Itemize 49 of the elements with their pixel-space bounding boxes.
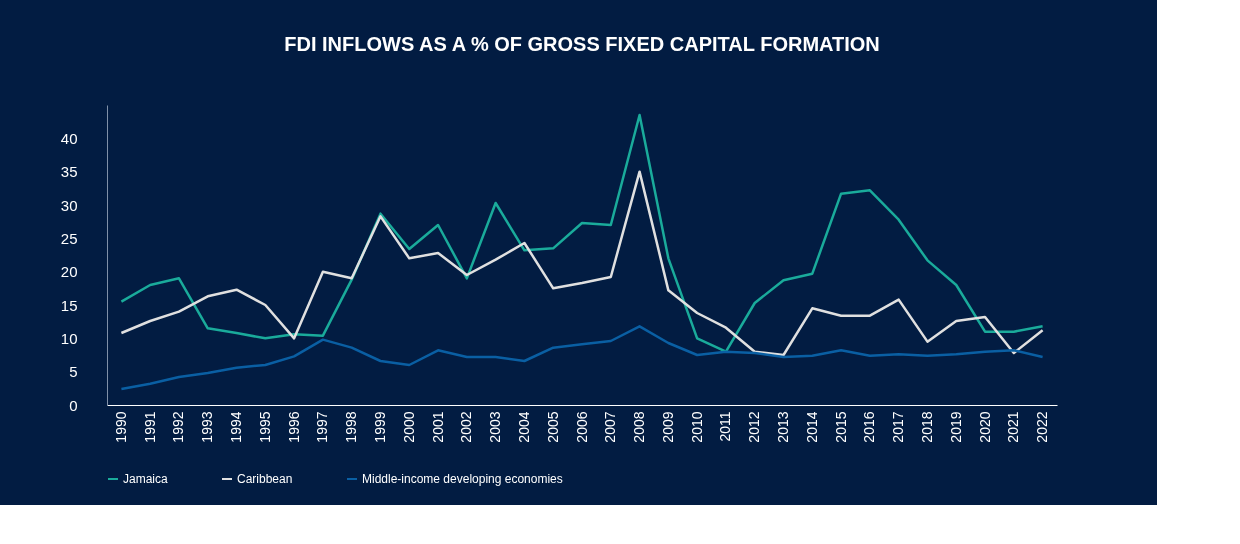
line-series	[120, 170, 1044, 357]
x-tick-label: 2003	[487, 411, 504, 443]
x-tick-label: 2013	[775, 411, 792, 443]
x-tick-label: 2001	[429, 411, 446, 443]
x-tick-label: 2010	[688, 411, 705, 443]
legend-label: Caribbean	[237, 472, 293, 486]
x-tick-label: 2006	[573, 411, 590, 443]
legend-label: Jamaica	[123, 472, 169, 486]
x-tick-label: 2015	[832, 411, 849, 443]
x-tick-label: 1990	[112, 411, 129, 443]
x-tick-label: 2016	[861, 411, 878, 443]
x-tick-label: 2000	[400, 411, 417, 443]
x-tick-label: 2019	[947, 411, 964, 443]
y-tick-label: 15	[60, 296, 78, 314]
line-series	[120, 325, 1044, 391]
x-tick-label: 1995	[256, 411, 273, 443]
line-series	[120, 113, 1044, 353]
x-tick-label: 2005	[544, 411, 561, 443]
x-tick-label: 2004	[515, 411, 532, 443]
x-tick-label: 2018	[918, 411, 935, 443]
x-tick-label: 1999	[371, 411, 388, 443]
x-tick-label: 1992	[170, 411, 187, 443]
x-tick-label: 2017	[890, 411, 907, 443]
x-tick-label: 1991	[141, 411, 158, 443]
x-tick-label: 2014	[803, 411, 820, 443]
x-tick-label: 1994	[228, 411, 245, 443]
x-tick-label: 2020	[976, 411, 993, 443]
x-tick-label: 2012	[746, 411, 763, 443]
x-tick-label: 2011	[717, 411, 734, 442]
x-tick-label: 2002	[458, 411, 475, 443]
x-tick-label: 1993	[199, 411, 216, 443]
x-tick-label: 1997	[314, 411, 331, 443]
x-tick-label: 2021	[1005, 411, 1022, 443]
x-tick-label: 1998	[343, 411, 360, 443]
x-tick-label: 2008	[631, 411, 648, 443]
y-tick-label: 25	[60, 229, 78, 247]
x-tick-label: 1996	[285, 411, 302, 443]
y-tick-label: 30	[60, 196, 78, 214]
y-tick-label: 10	[60, 329, 78, 347]
y-tick-label: 20	[60, 263, 78, 281]
x-tick-label: 2009	[659, 411, 676, 443]
y-tick-label: 5	[69, 363, 78, 381]
legend-label: Middle-income developing economies	[362, 472, 563, 486]
y-tick-label: 40	[60, 129, 78, 147]
y-tick-label: 35	[60, 163, 78, 181]
x-tick-label: 2007	[602, 411, 619, 443]
y-tick-label: 0	[69, 396, 78, 414]
chart-title: FDI INFLOWS AS A % OF GROSS FIXED CAPITAL FORMATION	[284, 33, 880, 55]
x-tick-label: 2022	[1034, 411, 1051, 443]
